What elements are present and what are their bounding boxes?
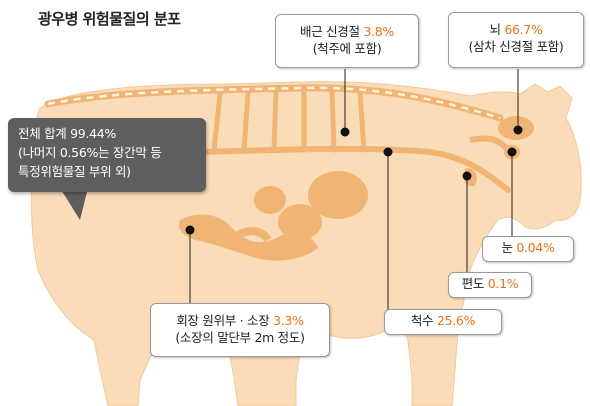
callout-tonsil-label: 편도 [461,276,485,291]
leader-lines [189,69,519,320]
spinal-column-dashes [47,86,501,120]
marker-dots [185,125,523,235]
intestines [178,171,368,261]
callout-spinal-ganglia-percent: 3.8% [363,24,394,39]
spinal-ganglia-line [197,145,511,193]
callout-spinal-ganglia-sub: (척주에 포함) [312,41,382,56]
callout-intestine-label: 회장 원위부 · 소장 [176,313,270,328]
callout-tonsil: 편도 0.1% [448,272,532,298]
total-summary-box: 전체 합계 99.44% (나머지 0.56%는 장간막 등 특정위험물질 부위… [8,118,206,192]
callout-spinal-ganglia: 배근 신경절 3.8% (척주에 포함) [275,14,419,68]
callout-intestine-main: 회장 원위부 · 소장 3.3% [151,312,329,329]
total-line-1: 전체 합계 99.44% [18,126,117,141]
callout-spinal-ganglia-main: 배근 신경절 3.8% [276,23,418,40]
total-box-pointer [60,188,88,220]
dot-spinal-ganglia [340,127,350,137]
callout-tonsil-percent: 0.1% [487,276,519,291]
callout-intestine-sub: (소장의 말단부 2m 정도) [175,330,305,345]
ribs [211,89,367,153]
dot-eye [507,147,517,157]
callout-spinal-cord-percent: 25.6% [436,313,476,328]
callout-brain-label: 뇌 [489,22,501,37]
callout-eye: 눈 0.04% [482,236,574,262]
callout-intestine: 회장 원위부 · 소장 3.3% (소장의 말단부 2m 정도) [150,303,330,357]
total-line-3: 특정위험물질 부위 외) [18,164,131,179]
callout-spinal-cord: 척수 25.6% [384,309,502,335]
callout-spinal-ganglia-label: 배근 신경절 [300,24,360,39]
callout-intestine-percent: 3.3% [273,313,304,328]
callout-eye-label: 눈 [501,240,513,255]
dot-tonsil [462,171,472,181]
callout-brain-main: 뇌 66.7% [449,21,583,38]
total-line-2: (나머지 0.56%는 장간막 등 [18,145,162,160]
dot-intestine [185,225,195,235]
page-title: 광우병 위험물질의 분포 [38,10,181,28]
callout-eye-percent: 0.04% [516,240,555,255]
callout-spinal-cord-label: 척수 [410,313,434,328]
dot-spinal-cord [383,147,393,157]
callout-brain: 뇌 66.7% (삼차 신경절 포함) [448,12,584,68]
callout-brain-percent: 66.7% [504,22,543,37]
dot-brain [513,125,523,135]
callout-brain-sub: (삼차 신경절 포함) [468,39,564,54]
